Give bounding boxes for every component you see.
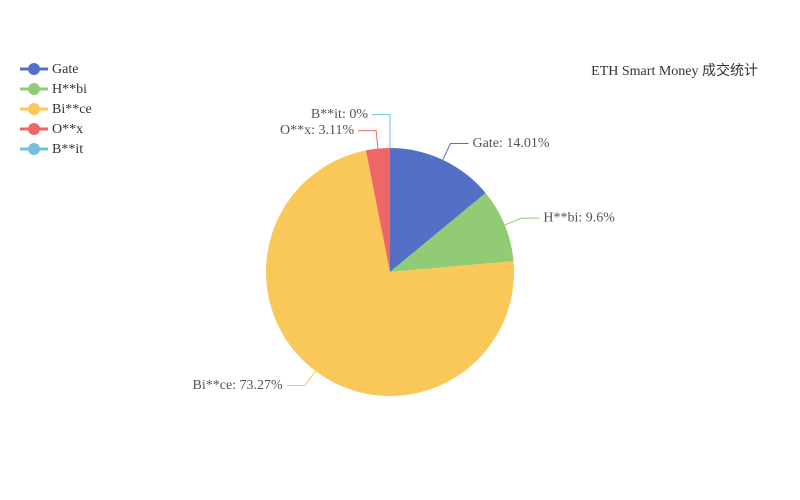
data-label: O**x: 3.11%	[280, 123, 354, 138]
label-line	[442, 143, 469, 161]
legend-icon	[28, 103, 40, 115]
pie-slice	[265, 150, 514, 396]
data-label: B**it: 0%	[311, 107, 369, 122]
pie-slice	[390, 193, 514, 272]
legend-label: Gate	[52, 62, 78, 77]
legend-icon	[28, 123, 40, 135]
pie-slice	[365, 148, 390, 272]
data-label: H**bi: 9.6%	[543, 210, 615, 225]
data-label: Gate: 14.01%	[473, 136, 550, 151]
label-line	[504, 217, 540, 226]
legend-icon	[28, 63, 40, 75]
legend-icon	[28, 83, 40, 95]
legend-label: O**x	[52, 122, 83, 137]
pie-slice	[390, 148, 486, 272]
legend-label: B**it	[52, 142, 83, 157]
legend-label: H**bi	[52, 82, 87, 97]
chart-title: ETH Smart Money 成交统计	[591, 62, 758, 79]
label-line	[372, 114, 391, 148]
label-line	[358, 130, 379, 149]
legend-label: Bi**ce	[52, 102, 92, 117]
data-label: Bi**ce: 73.27%	[193, 378, 284, 393]
label-line	[286, 370, 316, 387]
legend-icon	[28, 143, 40, 155]
